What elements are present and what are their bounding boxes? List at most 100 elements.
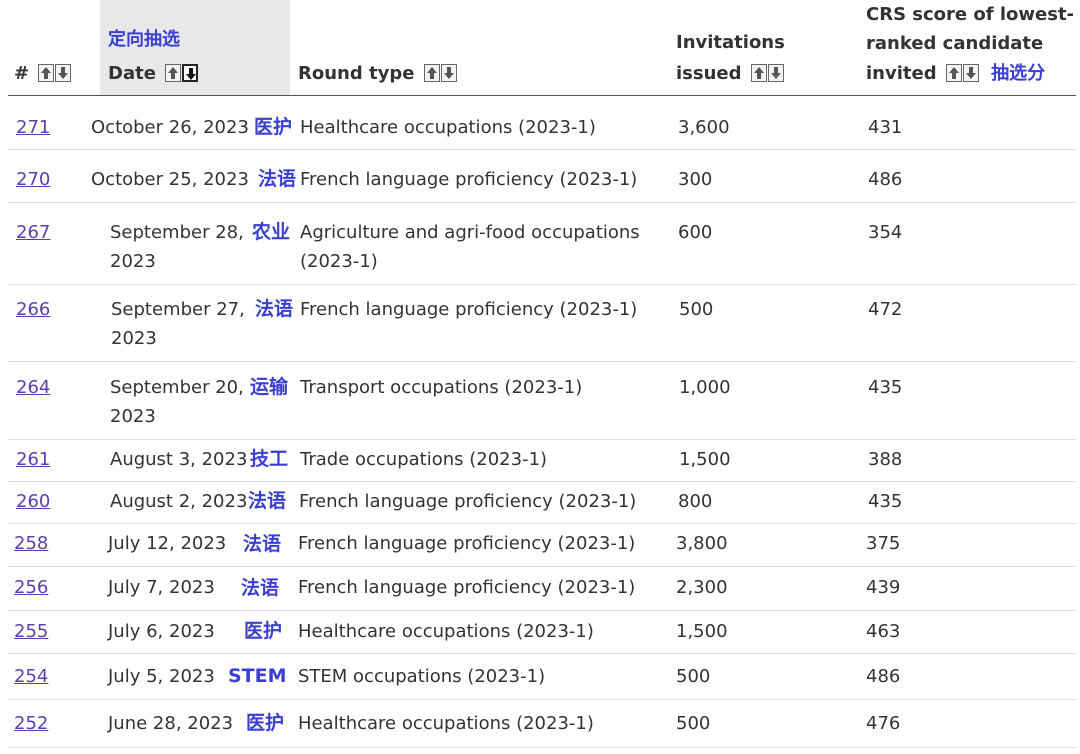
draw-category-tag: 医护 [244, 620, 283, 642]
draw-number-link[interactable]: 260 [16, 491, 51, 512]
row-divider [8, 284, 1076, 285]
invitations-issued: 800 [678, 491, 713, 512]
draw-category-tag: STEM [228, 665, 287, 687]
crs-score: 472 [868, 299, 903, 320]
invitations-issued: 1,000 [679, 377, 731, 398]
invitations-issued: 300 [678, 169, 713, 190]
sort-descending-icon[interactable] [962, 64, 979, 82]
draw-number-link[interactable]: 266 [16, 299, 51, 320]
sort-descending-active-icon[interactable] [182, 64, 199, 82]
draw-category-tag: 法语 [258, 168, 297, 190]
crs-score: 431 [868, 117, 903, 138]
crs-score: 354 [868, 222, 903, 243]
header-crs-zh: 抽选分 [991, 63, 1046, 84]
table-row: 271 October 26, 2023 医护 Healthcare occup… [8, 96, 1076, 150]
draw-category-tag: 法语 [248, 490, 287, 512]
draw-number-link[interactable]: 252 [14, 713, 49, 734]
header-date: Date [108, 59, 199, 91]
round-type: Trade occupations (2023-1) [300, 449, 548, 470]
draw-date: July 5, 2023 [108, 666, 215, 687]
draw-date: September 20, 2023 [110, 377, 244, 427]
draw-category-tag: 技工 [250, 448, 289, 470]
table-row: 266 September 27, 2023 法语 French languag… [8, 285, 1076, 362]
row-divider [8, 481, 1076, 482]
draw-number-link[interactable]: 271 [16, 117, 51, 138]
crs-score: 486 [866, 666, 901, 687]
draw-category-tag: 医护 [246, 712, 285, 734]
crs-score: 486 [868, 169, 903, 190]
crs-score: 388 [868, 449, 903, 470]
draw-date: August 2, 2023 [110, 491, 248, 512]
draw-date: September 27, 2023 [111, 299, 245, 349]
draw-category-tag: 法语 [241, 577, 280, 599]
row-divider [8, 653, 1076, 654]
table-header: # 定向抽选 Date Round type Invitations issue… [0, 0, 1080, 96]
sort-descending-icon[interactable] [55, 64, 72, 82]
invitations-issued: 600 [678, 222, 713, 243]
round-type: Healthcare occupations (2023-1) [300, 117, 596, 138]
table-row: 264 September 20, 2023 运输 Transport occu… [8, 362, 1076, 440]
draw-date: October 25, 2023 [91, 169, 249, 190]
round-type: Agriculture and agri-food occupations (2… [300, 222, 640, 272]
draw-number-link[interactable]: 267 [16, 222, 51, 243]
draw-number-link[interactable]: 261 [16, 449, 51, 470]
sort-ascending-icon[interactable] [38, 64, 55, 82]
table-row: 255 July 6, 2023 医护 Healthcare occupatio… [8, 611, 1076, 654]
crs-score: 435 [868, 377, 903, 398]
invitations-issued: 500 [676, 713, 711, 734]
round-type: Transport occupations (2023-1) [300, 377, 583, 398]
draw-category-tag: 法语 [255, 298, 294, 320]
draw-number-link[interactable]: 264 [16, 377, 51, 398]
draw-date: August 3, 2023 [110, 449, 248, 470]
row-divider [8, 566, 1076, 567]
draw-number-link[interactable]: 254 [14, 666, 49, 687]
draw-date: September 28, 2023 [110, 222, 244, 272]
round-type: Healthcare occupations (2023-1) [298, 621, 594, 642]
header-crs-line1: CRS score of lowest- [866, 4, 1075, 25]
round-type: STEM occupations (2023-1) [298, 666, 546, 687]
header-number: # [14, 59, 72, 91]
header-date-zh: 定向抽选 [108, 29, 180, 50]
draw-category-tag: 运输 [250, 376, 289, 398]
sort-ascending-icon[interactable] [165, 64, 182, 82]
round-type: French language proficiency (2023-1) [298, 577, 636, 598]
draw-date: October 26, 2023 [91, 117, 249, 138]
round-type: French language proficiency (2023-1) [300, 299, 638, 320]
round-type: French language proficiency (2023-1) [299, 491, 637, 512]
row-divider [8, 439, 1076, 440]
invitations-issued: 3,800 [676, 533, 728, 554]
invitations-issued: 1,500 [679, 449, 731, 470]
draw-category-tag: 农业 [252, 221, 291, 243]
crs-score: 463 [866, 621, 901, 642]
table-row: 267 September 28, 2023 农业 Agriculture an… [8, 203, 1076, 285]
round-type: Healthcare occupations (2023-1) [298, 713, 594, 734]
invitations-issued: 500 [676, 666, 711, 687]
draw-date: July 6, 2023 [108, 621, 215, 642]
draw-number-link[interactable]: 270 [16, 169, 51, 190]
table-row: 252 June 28, 2023 医护 Healthcare occupati… [8, 700, 1076, 748]
table-row: 270 October 25, 2023 法语 French language … [8, 150, 1076, 203]
row-divider [8, 523, 1076, 524]
draw-number-link[interactable]: 258 [14, 533, 49, 554]
header-round-type: Round type [298, 59, 457, 91]
draw-date: June 28, 2023 [108, 713, 234, 734]
sort-ascending-icon[interactable] [750, 64, 767, 82]
sort-descending-icon[interactable] [767, 64, 784, 82]
sort-descending-icon[interactable] [440, 64, 457, 82]
draw-date: July 12, 2023 [108, 533, 227, 554]
sort-ascending-icon[interactable] [945, 64, 962, 82]
header-invitations-line1: Invitations [676, 32, 785, 53]
table-row: 260 August 2, 2023 法语 French language pr… [8, 482, 1076, 524]
draw-number-link[interactable]: 255 [14, 621, 49, 642]
invitations-issued: 500 [679, 299, 714, 320]
draw-category-tag: 法语 [243, 533, 282, 555]
crs-score: 435 [868, 491, 903, 512]
round-type: French language proficiency (2023-1) [298, 533, 636, 554]
header-divider [8, 95, 1076, 96]
draw-number-link[interactable]: 256 [14, 577, 49, 598]
sort-ascending-icon[interactable] [423, 64, 440, 82]
draw-date: July 7, 2023 [108, 577, 215, 598]
draw-category-tag: 医护 [254, 116, 293, 138]
row-divider [8, 149, 1076, 150]
